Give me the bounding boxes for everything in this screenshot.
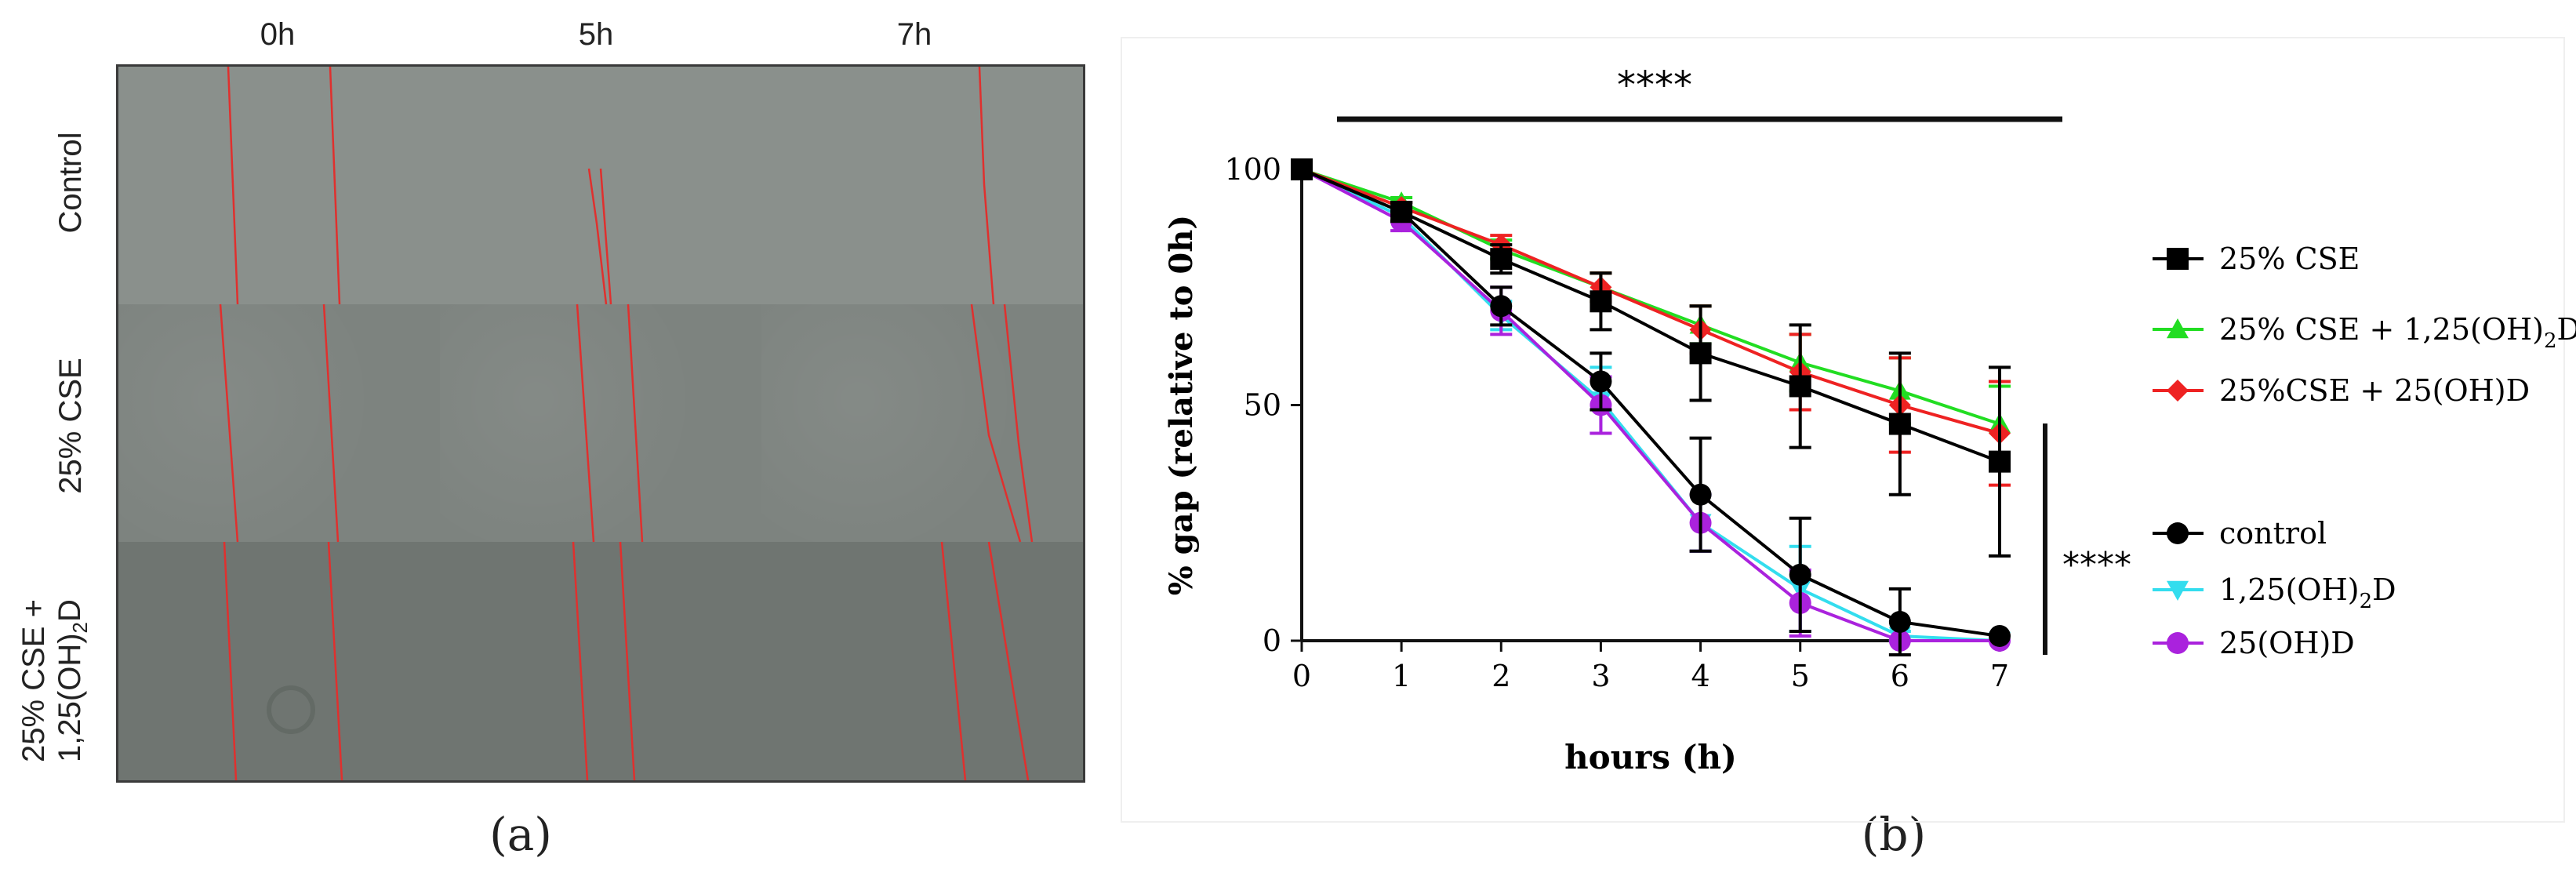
x-tick-label: 5 <box>1791 659 1810 693</box>
data-point <box>1789 563 1811 586</box>
wound-edge-line <box>576 304 595 543</box>
y-tick-label: 0 <box>1263 623 1281 658</box>
data-point <box>1490 295 1513 318</box>
data-point <box>1888 413 1911 435</box>
wound-edge-line <box>940 541 967 780</box>
legend-entry: 1,25(OH)2D <box>2219 572 2396 613</box>
x-tick-label: 3 <box>1591 659 1610 693</box>
data-point <box>1590 290 1612 313</box>
data-point <box>1689 483 1712 506</box>
wound-edge-line <box>572 541 589 780</box>
micrograph-cse125-0h <box>118 542 440 780</box>
wound-edge-line <box>227 67 239 305</box>
series-line <box>1301 168 2000 463</box>
legend-entry: 25% CSE + 1,25(OH)2D <box>2219 312 2576 353</box>
x-tick-label: 0 <box>1292 659 1311 693</box>
wound-edge-line <box>619 541 636 780</box>
significance-stars-right: **** <box>2062 545 2131 585</box>
data-point <box>1590 370 1612 393</box>
wound-edge-line <box>329 67 341 305</box>
data-point <box>1989 450 2011 473</box>
y-tick-label: 100 <box>1224 152 1281 187</box>
data-point <box>1490 248 1513 271</box>
micrograph-control-0h <box>118 67 440 304</box>
x-tick-label: 1 <box>1392 659 1411 693</box>
column-header-5h: 5h <box>578 17 614 52</box>
micrograph-cse-7h <box>761 304 1083 542</box>
panel-a-label: (a) <box>489 808 552 861</box>
wound-edge-line <box>987 541 1030 780</box>
wound-edge-line <box>599 168 612 305</box>
series-line <box>1301 168 2000 426</box>
micrograph-grid <box>116 64 1085 783</box>
legend-swatch-marker <box>2167 318 2189 339</box>
legend-swatch-marker <box>2167 580 2189 601</box>
data-point <box>1888 610 1911 633</box>
data-point <box>1291 158 1313 180</box>
x-axis-label: hours (h) <box>1564 738 1737 776</box>
micrograph-cse-0h <box>118 304 440 542</box>
wound-edge-line <box>219 304 239 543</box>
micrograph-control-7h <box>761 67 1083 304</box>
data-point <box>1689 342 1712 365</box>
debris-ring <box>267 685 315 734</box>
wound-edge-line <box>223 541 238 780</box>
legend-swatch-marker <box>2167 380 2189 402</box>
micrograph-cse125-5h <box>440 542 761 780</box>
scratch-edges <box>219 67 1034 780</box>
data-point <box>1789 375 1811 398</box>
legend-swatch-marker <box>2167 522 2189 544</box>
legend-entry: control <box>2219 516 2327 551</box>
series-line <box>1301 168 2000 642</box>
x-tick-label: 4 <box>1691 659 1709 693</box>
wound-edge-line <box>978 67 995 305</box>
micrograph-cse125-7h <box>761 542 1083 780</box>
legend-swatch-marker <box>2167 632 2189 654</box>
legend-entry: 25%CSE + 25(OH)D <box>2219 373 2530 408</box>
legend-entry: 25% CSE <box>2219 242 2360 276</box>
wound-edge-line <box>627 304 644 543</box>
panel-a: 0h 5h 7h Control 25% CSE 25% CSE + 1,25(… <box>0 0 1114 876</box>
wound-edge-line <box>1003 304 1034 543</box>
wound-edge-line <box>970 304 1022 543</box>
wound-edge-line <box>587 168 608 305</box>
significance-stars-top: **** <box>1617 64 1692 107</box>
x-tick-label: 7 <box>1990 659 2009 693</box>
panel-b-label: (b) <box>1861 808 1927 861</box>
series-line <box>1301 168 2000 435</box>
y-tick-label: 50 <box>1244 388 1281 423</box>
column-header-7h: 7h <box>896 17 932 52</box>
wound-edge-line <box>322 304 340 543</box>
column-header-0h: 0h <box>260 17 296 52</box>
legend-swatch-marker <box>2167 248 2189 270</box>
wound-edge-line <box>327 541 343 780</box>
data-point <box>1989 624 2011 647</box>
data-point <box>1390 201 1413 224</box>
panel-b-frame <box>1121 37 2565 823</box>
series-line <box>1301 168 2000 638</box>
x-tick-label: 6 <box>1891 659 1909 693</box>
legend-entry: 25(OH)D <box>2219 626 2355 660</box>
y-axis-label: % gap (relative to 0h) <box>1163 215 1200 596</box>
micrograph-cse-5h <box>440 304 761 542</box>
x-tick-label: 2 <box>1491 659 1510 693</box>
